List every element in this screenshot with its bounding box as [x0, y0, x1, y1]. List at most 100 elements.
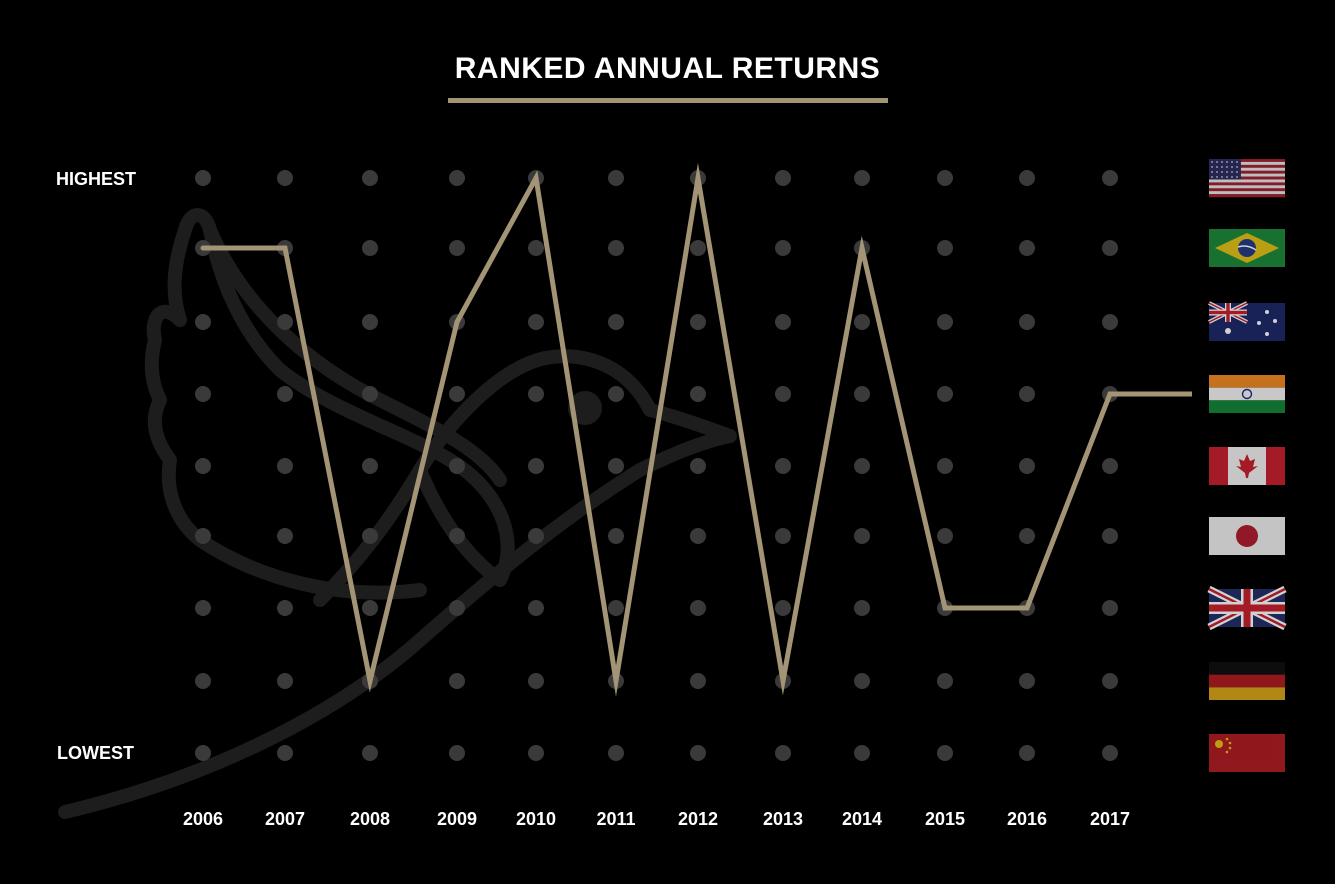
data-point-2011	[613, 678, 619, 684]
grid-dot	[195, 386, 211, 402]
grid-dot	[1102, 528, 1118, 544]
grid-dot	[449, 528, 465, 544]
data-point-2013	[780, 678, 786, 684]
uk-flag-icon	[1207, 585, 1287, 631]
india-flag-icon	[1209, 375, 1285, 413]
grid-dot	[608, 170, 624, 186]
china-flag-icon	[1209, 734, 1285, 772]
grid-dot	[937, 458, 953, 474]
data-point-2009	[454, 319, 460, 325]
grid-dot	[277, 528, 293, 544]
grid-dot	[362, 386, 378, 402]
grid-dot	[528, 314, 544, 330]
x-tick-label-2015: 2015	[924, 809, 966, 829]
grid-dot	[277, 745, 293, 761]
x-tick-label-2008: 2008	[349, 809, 391, 829]
grid-dot	[195, 673, 211, 689]
x-tick-label-2013: 2013	[762, 809, 804, 829]
grid-dot	[277, 386, 293, 402]
usa-flag-icon	[1209, 159, 1285, 198]
x-tick-label-2012: 2012	[677, 809, 719, 829]
data-point-2010	[533, 175, 539, 181]
grid-dot	[277, 458, 293, 474]
data-point-2008	[367, 678, 373, 684]
grid-dot	[449, 170, 465, 186]
grid-dot	[277, 170, 293, 186]
grid-dot	[690, 458, 706, 474]
grid-dot	[1102, 170, 1118, 186]
x-tick-label-2006: 2006	[182, 809, 224, 829]
brazil-flag-icon	[1209, 229, 1285, 267]
grid-dot	[608, 600, 624, 616]
data-point-2012	[695, 175, 701, 181]
grid-dot	[608, 458, 624, 474]
grid-dot	[775, 458, 791, 474]
germany-flag-icon	[1209, 662, 1285, 700]
grid-dot	[195, 314, 211, 330]
title-underline	[448, 98, 888, 103]
x-tick-label-2009: 2009	[436, 809, 478, 829]
grid-dot	[608, 528, 624, 544]
grid-dot	[690, 600, 706, 616]
grid-dot	[528, 673, 544, 689]
grid-dot	[937, 528, 953, 544]
grid-dot	[690, 386, 706, 402]
grid-dot	[775, 240, 791, 256]
x-tick-label-2016: 2016	[1006, 809, 1048, 829]
australia-flag-icon	[1208, 301, 1285, 341]
grid-dot	[690, 745, 706, 761]
grid-dot	[775, 600, 791, 616]
grid-dot	[362, 240, 378, 256]
grid-dot	[1102, 240, 1118, 256]
grid-dot	[195, 745, 211, 761]
grid-dot	[1019, 458, 1035, 474]
grid-dot	[528, 745, 544, 761]
grid-dot	[854, 600, 870, 616]
grid-dot	[528, 386, 544, 402]
grid-dot	[937, 240, 953, 256]
grid-dot	[449, 673, 465, 689]
grid-dot	[449, 458, 465, 474]
grid-dot	[449, 600, 465, 616]
x-tick-label-2011: 2011	[596, 809, 636, 829]
data-point-2015	[942, 605, 948, 611]
x-tick-label-2010: 2010	[515, 809, 557, 829]
grid-dot	[775, 314, 791, 330]
grid-dot	[1019, 528, 1035, 544]
grid-dot	[1102, 673, 1118, 689]
grid-dot	[449, 386, 465, 402]
grid-dot	[1102, 458, 1118, 474]
grid-dot	[854, 528, 870, 544]
grid-dot	[1019, 240, 1035, 256]
grid-dot	[195, 170, 211, 186]
grid-dot	[528, 240, 544, 256]
grid-dot	[608, 745, 624, 761]
grid-dot	[449, 240, 465, 256]
grid-dot	[854, 745, 870, 761]
grid-dot	[1019, 314, 1035, 330]
x-tick-label-2014: 2014	[841, 809, 883, 829]
grid-dot	[1019, 386, 1035, 402]
grid-dot	[1102, 600, 1118, 616]
canada-flag-icon	[1209, 447, 1285, 485]
grid-dot	[854, 673, 870, 689]
grid-dot	[362, 528, 378, 544]
grid-dot	[937, 170, 953, 186]
data-point-2017	[1107, 391, 1113, 397]
grid-dot	[362, 170, 378, 186]
grid-dot	[528, 458, 544, 474]
data-point-2014	[859, 245, 865, 251]
grid-dot	[937, 673, 953, 689]
grid-dot	[937, 386, 953, 402]
grid-dot	[937, 314, 953, 330]
data-point-2016	[1024, 605, 1030, 611]
grid-dot	[528, 600, 544, 616]
grid-dot	[362, 458, 378, 474]
grid-dot	[277, 673, 293, 689]
x-tick-label-2007: 2007	[264, 809, 306, 829]
grid-dot	[608, 314, 624, 330]
grid-dot	[775, 745, 791, 761]
x-tick-label-2017: 2017	[1089, 809, 1131, 829]
